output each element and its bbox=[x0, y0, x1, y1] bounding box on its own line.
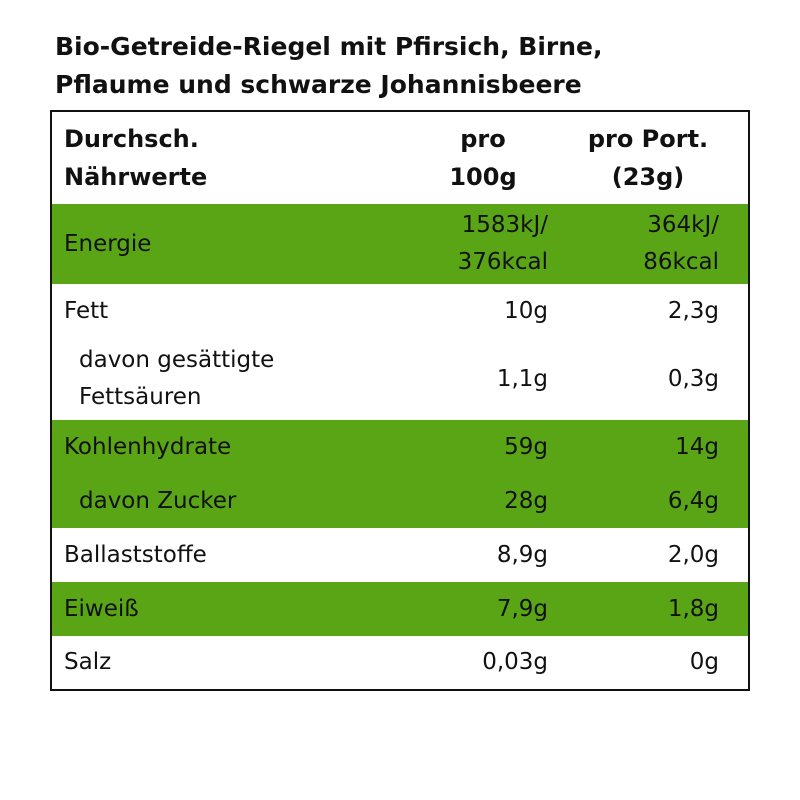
cell-text: Energie bbox=[64, 230, 152, 257]
cell: Durchsch. Nährwerte bbox=[64, 112, 404, 204]
cell-text: 86kcal bbox=[643, 249, 719, 275]
cell: 28g bbox=[348, 474, 548, 528]
cell-text: 1583kJ/ bbox=[461, 212, 548, 238]
title-line: Pflaume und schwarze Johannisbeere bbox=[55, 70, 582, 99]
cell: 2,0g bbox=[549, 528, 719, 582]
cell-text: Kohlenhydrate bbox=[64, 433, 232, 460]
cell-text: 0,3g bbox=[667, 365, 719, 392]
cell: 2,3g bbox=[549, 284, 719, 338]
cell: Kohlenhydrate bbox=[64, 420, 404, 474]
cell-text: 14g bbox=[675, 433, 719, 460]
cell: Salz bbox=[64, 636, 404, 689]
cell-text: 8,9g bbox=[496, 541, 548, 568]
table-row: davon gesättigte Fettsäuren 1,1g 0,3g bbox=[52, 338, 748, 420]
cell-text: Durchsch. bbox=[64, 125, 199, 153]
title-line: Bio-Getreide-Riegel mit Pfirsich, Birne, bbox=[55, 32, 603, 61]
cell: Energie bbox=[64, 204, 404, 284]
cell: Ballaststoffe bbox=[64, 528, 404, 582]
cell-text: 376kcal bbox=[457, 249, 548, 275]
cell-text: Ballaststoffe bbox=[64, 541, 207, 568]
cell-text: Fettsäuren bbox=[79, 384, 202, 410]
cell-text: davon Zucker bbox=[79, 487, 237, 514]
cell: 364kJ/86kcal bbox=[549, 204, 719, 284]
cell-text: 1,1g bbox=[496, 365, 548, 392]
cell: 14g bbox=[549, 420, 719, 474]
cell: pro 100g bbox=[413, 112, 553, 204]
cell: 59g bbox=[348, 420, 548, 474]
table-row: Ballaststoffe 8,9g 2,0g bbox=[52, 528, 748, 582]
cell: pro Port. (23g) bbox=[558, 112, 738, 204]
cell-text: 10g bbox=[504, 297, 548, 324]
cell-text: Nährwerte bbox=[64, 163, 208, 191]
table-row: Energie 1583kJ/376kcal 364kJ/86kcal bbox=[52, 204, 748, 284]
cell: davon gesättigte Fettsäuren bbox=[79, 338, 419, 420]
cell-text: 100g bbox=[449, 163, 517, 191]
cell: 1583kJ/376kcal bbox=[348, 204, 548, 284]
table-row: Eiweiß 7,9g 1,8g bbox=[52, 582, 748, 636]
cell-text: Eiweiß bbox=[64, 595, 139, 622]
cell-text: 59g bbox=[504, 433, 548, 460]
cell: Fett bbox=[64, 284, 404, 338]
cell-text: Fett bbox=[64, 297, 109, 324]
table-row: Kohlenhydrate 59g 14g bbox=[52, 420, 748, 474]
table-row: davon Zucker 28g 6,4g bbox=[52, 474, 748, 528]
cell-text: pro Port. bbox=[587, 125, 709, 153]
cell-text: 7,9g bbox=[496, 595, 548, 622]
cell-text: 0g bbox=[689, 649, 719, 675]
cell: 0g bbox=[549, 636, 719, 689]
cell-text: 28g bbox=[504, 487, 548, 514]
cell: 10g bbox=[348, 284, 548, 338]
cell: davon Zucker bbox=[79, 474, 419, 528]
nutrition-table: Durchsch. Nährwerte pro 100g pro Port. (23g) E… bbox=[50, 110, 750, 691]
cell: 1,1g bbox=[348, 338, 548, 420]
cell-text: Salz bbox=[64, 649, 112, 675]
cell-text: (23g) bbox=[611, 163, 685, 191]
cell: Eiweiß bbox=[64, 582, 404, 636]
cell: 0,03g bbox=[348, 636, 548, 689]
cell-text: 2,0g bbox=[667, 541, 719, 568]
cell: 7,9g bbox=[348, 582, 548, 636]
cell: 0,3g bbox=[549, 338, 719, 420]
cell-text: 0,03g bbox=[482, 649, 548, 675]
header-row: Durchsch. Nährwerte pro 100g pro Port. (23g) bbox=[52, 112, 748, 204]
cell: 6,4g bbox=[549, 474, 719, 528]
cell-text: pro bbox=[460, 125, 506, 153]
table-row: Fett 10g 2,3g bbox=[52, 284, 748, 338]
cell-text: 6,4g bbox=[667, 487, 719, 514]
cell: 8,9g bbox=[348, 528, 548, 582]
table-row: Salz 0,03g 0g bbox=[52, 636, 748, 689]
cell-text: 2,3g bbox=[667, 297, 719, 324]
cell-text: 1,8g bbox=[667, 595, 719, 622]
cell-text: davon gesättigte bbox=[79, 347, 275, 373]
cell: 1,8g bbox=[549, 582, 719, 636]
cell-text: 364kJ/ bbox=[647, 212, 719, 238]
title: Bio-Getreide-Riegel mit Pfirsich, Birne,… bbox=[55, 28, 603, 104]
